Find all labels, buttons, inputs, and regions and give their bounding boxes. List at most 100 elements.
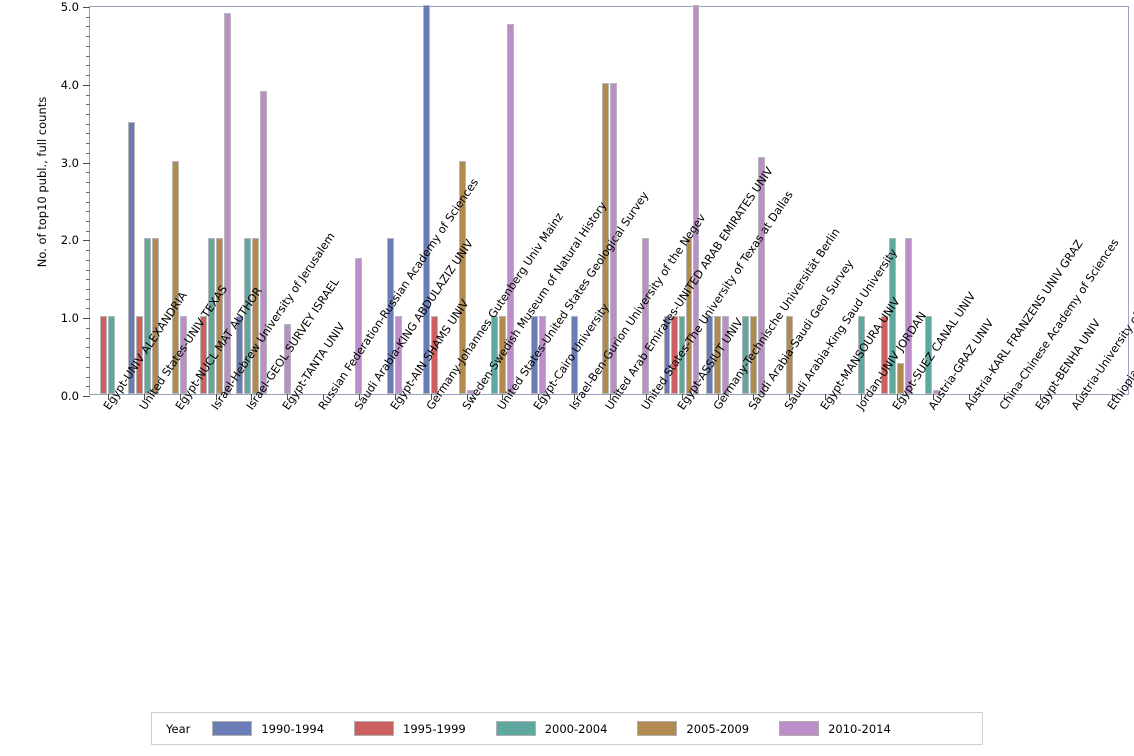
y-axis-minor-tick (86, 308, 90, 310)
bar-group (843, 7, 879, 394)
y-axis-minor-tick (86, 45, 90, 47)
legend-swatch (637, 721, 678, 736)
x-axis-tick (645, 394, 647, 400)
x-axis-tick (143, 394, 145, 400)
bar (757, 156, 765, 394)
y-axis-minor-tick (86, 172, 90, 174)
bar (722, 316, 730, 394)
y-axis-minor-tick (86, 94, 90, 96)
y-axis-minor-tick (86, 191, 90, 193)
y-axis-minor-tick (86, 366, 90, 368)
y-axis-minor-tick (86, 65, 90, 67)
y-axis-tick-label: 2.0 (60, 233, 79, 248)
bar-group (664, 5, 700, 394)
y-axis-minor-tick (86, 298, 90, 300)
y-axis-minor-tick (86, 337, 90, 339)
bar (642, 238, 650, 394)
bar (538, 316, 546, 394)
y-axis-minor-tick (86, 357, 90, 359)
legend-entries: 1990-1994 1995-1999 2000-2004 2005-2009 2010… (212, 721, 920, 736)
y-axis-tick (83, 240, 90, 242)
legend-entry[interactable]: 2010-2014 (779, 721, 891, 736)
y-axis-minor-tick (86, 259, 90, 261)
y-axis-minor-tick (86, 269, 90, 271)
x-axis-tick (394, 394, 396, 400)
bar (749, 316, 757, 394)
y-axis-minor-tick (86, 182, 90, 184)
x-axis-tick (287, 394, 289, 400)
y-axis-title: No. of top10 publ., full counts (35, 96, 49, 268)
bar (108, 316, 116, 394)
y-axis-tick-label: 5.0 (60, 0, 79, 14)
bar (498, 316, 506, 394)
x-axis-tick (681, 394, 683, 400)
bar (180, 316, 188, 394)
bar (423, 5, 431, 394)
legend-swatch (354, 721, 395, 736)
y-axis-minor-tick (86, 152, 90, 154)
bar (355, 257, 363, 394)
bar (889, 238, 897, 394)
bar-group (269, 7, 305, 394)
y-axis-minor-tick (86, 376, 90, 378)
bar-group (520, 7, 556, 394)
y-axis-tick-label: 3.0 (60, 155, 79, 170)
legend-label: 2000-2004 (544, 721, 608, 736)
x-axis-tick (1112, 394, 1114, 400)
bar-group (556, 7, 592, 394)
bar (283, 323, 291, 394)
bar (881, 316, 889, 394)
y-axis-minor-tick (86, 289, 90, 291)
y-axis-minor-tick (86, 220, 90, 222)
y-axis-tick (83, 318, 90, 320)
bar (208, 238, 215, 394)
y-axis-minor-tick (86, 327, 90, 329)
x-axis-tick (215, 394, 217, 400)
x-axis-tick (1076, 394, 1078, 400)
y-axis-minor-tick (86, 347, 90, 349)
legend-swatch (495, 721, 536, 736)
bar-group (126, 7, 162, 394)
y-axis-minor-tick (86, 279, 90, 281)
x-axis-tick (717, 394, 719, 400)
bar (570, 316, 578, 394)
bar (925, 316, 933, 394)
bar (216, 238, 223, 394)
bar (857, 316, 865, 394)
x-axis-tick (896, 394, 898, 400)
y-axis-tick (83, 162, 90, 164)
legend-label: 2005-2009 (686, 721, 750, 736)
bar (172, 160, 180, 394)
x-axis-tick (430, 394, 432, 400)
bar-group (736, 7, 772, 394)
y-axis-minor-tick (86, 26, 90, 28)
chart-legend: Year 1990-1994 1995-1999 2000-2004 2005-200… (151, 712, 983, 745)
y-axis-minor-tick (86, 123, 90, 125)
x-axis-tick (251, 394, 253, 400)
legend-entry[interactable]: 1995-1999 (354, 721, 466, 736)
bar-group (162, 7, 198, 394)
x-axis-tick (825, 394, 827, 400)
bar (506, 24, 514, 394)
y-axis-minor-tick (86, 211, 90, 213)
bar (741, 316, 749, 394)
x-axis-tick (466, 394, 468, 400)
x-axis-tick (1004, 394, 1006, 400)
y-axis-minor-tick (86, 386, 90, 388)
bar (144, 238, 152, 394)
bar (100, 316, 108, 394)
bar (224, 12, 231, 394)
legend-label: 1995-1999 (403, 721, 466, 736)
legend-entry[interactable]: 1990-1994 (212, 721, 324, 736)
y-axis-minor-tick (86, 104, 90, 106)
bar (714, 316, 722, 394)
bar (664, 316, 671, 394)
bar-group (700, 7, 736, 394)
legend-entry[interactable]: 2005-2009 (637, 721, 749, 736)
plot-area: 0.0 1.0 2.0 3.0 4.0 5.0 (61, 0, 1129, 403)
x-axis-tick (789, 394, 791, 400)
bar (671, 316, 678, 394)
legend-entry[interactable]: 2000-2004 (495, 721, 608, 736)
bar (490, 316, 498, 394)
legend-swatch (779, 721, 820, 736)
